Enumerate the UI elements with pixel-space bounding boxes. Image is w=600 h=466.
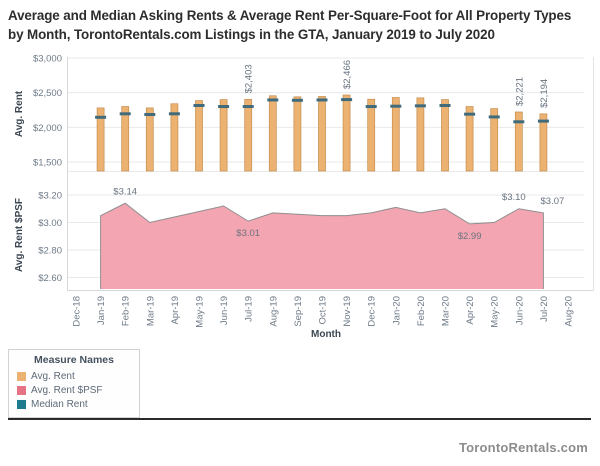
- x-axis-month-label: Dec-19: [367, 296, 378, 327]
- legend-item-avg-rent-psf[interactable]: Avg. Rent $PSF: [9, 383, 139, 397]
- legend-title: Measure Names: [34, 354, 114, 366]
- rent-axis-tick-label: $2,000: [33, 123, 62, 134]
- legend-items: Avg. Rent Avg. Rent $PSF Median Rent: [9, 369, 139, 411]
- avg-rent-bar: [219, 99, 228, 172]
- rent-axis-title: Avg. Rent: [14, 90, 25, 137]
- median-rent-tick: [119, 112, 131, 116]
- median-rent-swatch-icon: [17, 399, 26, 409]
- median-rent-tick: [365, 105, 377, 109]
- footer-brand: TorontoRentals.com: [458, 440, 588, 455]
- median-rent-tick: [242, 105, 254, 109]
- median-rent-tick: [316, 98, 328, 102]
- chart-title: Average and Median Asking Rents & Averag…: [8, 8, 572, 43]
- avg-rent-bar: [490, 108, 499, 172]
- avg-rent-bar: [441, 99, 449, 172]
- median-rent-tick: [291, 98, 303, 102]
- psf-axis-tick-label: $3.00: [38, 218, 62, 229]
- x-axis-month-label: May-19: [195, 296, 206, 328]
- legend-item-median-rent[interactable]: Median Rent: [9, 397, 139, 411]
- x-axis-month-label: Jul-20: [539, 296, 550, 322]
- x-axis-month-label: Apr-20: [465, 296, 476, 325]
- avg-rent-bar: [318, 96, 326, 172]
- avg-rent-bar: [416, 97, 425, 172]
- avg-rent-bar: [342, 94, 351, 172]
- avg-rent-psf-swatch-icon: [17, 385, 26, 395]
- x-axis-month-label: Feb-19: [121, 296, 132, 326]
- avg-rent-bar: [539, 113, 548, 172]
- avg-rent-swatch-icon: [17, 371, 26, 381]
- rent-annotation: $2,466: [342, 60, 353, 89]
- psf-annotation: $3.01: [236, 228, 260, 239]
- avg-rent-bar: [195, 100, 203, 172]
- avg-rent-bar: [514, 111, 523, 172]
- legend-item-label: Median Rent: [31, 398, 88, 410]
- median-rent-tick: [414, 104, 426, 108]
- rent-axis-tick-label: $2,500: [33, 88, 62, 99]
- psf-annotation: $3.07: [541, 196, 565, 207]
- rent-annotation: $2,221: [514, 77, 525, 106]
- legend-item-label: Avg. Rent: [31, 370, 75, 382]
- psf-area-outline: [100, 202, 544, 289]
- x-axis-month-label: Aug-19: [268, 296, 279, 327]
- median-rent-tick: [537, 119, 549, 123]
- psf-area-series: [100, 203, 544, 289]
- median-rent-tick: [488, 115, 500, 119]
- median-rent-tick: [513, 120, 525, 124]
- legend-item-label: Avg. Rent $PSF: [31, 384, 103, 396]
- psf-annotation: $3.14: [113, 186, 137, 197]
- combo-chart: $3,000 $2,500 $2,000 $1,500 $3.20 $3.00 $2.80 $…: [14, 54, 594, 340]
- psf-annotation: $2.99: [458, 231, 482, 242]
- median-rent-tick: [218, 105, 230, 109]
- psf-axis-title: Avg. Rent $PSF: [14, 198, 25, 272]
- avg-rent-bar: [121, 106, 130, 172]
- x-axis-month-label: Aug-20: [564, 296, 575, 327]
- x-axis-month-label: Oct-19: [318, 296, 329, 325]
- rent-axis-tick-label: $3,000: [33, 54, 62, 65]
- x-axis-month-label: Nov-19: [342, 296, 353, 327]
- x-axis-month-label: Jan-20: [391, 296, 402, 325]
- divider-line: [8, 418, 591, 420]
- legend: Measure Names Avg. Rent Avg. Rent $PSF Med…: [8, 349, 140, 418]
- x-axis-month-label: Jun-20: [514, 296, 525, 325]
- x-axis-month-label: Mar-19: [145, 296, 156, 326]
- median-rent-tick: [464, 112, 476, 116]
- rent-axis-tick-label: $1,500: [33, 158, 62, 169]
- avg-rent-bar: [391, 97, 400, 172]
- x-axis-title: Month: [311, 329, 341, 340]
- x-axis-month-label: Jul-19: [244, 296, 255, 322]
- median-rent-tick: [267, 98, 279, 102]
- median-rent-tick: [439, 103, 451, 107]
- x-axis-month-label: Jun-19: [219, 296, 230, 325]
- x-axis-month-label: Sep-19: [293, 296, 304, 327]
- median-rent-tick: [95, 115, 107, 119]
- x-axis-month-label: Jan-19: [96, 296, 107, 325]
- avg-rent-bar: [170, 103, 179, 172]
- avg-rent-bar: [145, 107, 154, 172]
- rent-annotation: $2,194: [539, 79, 550, 108]
- avg-rent-bar: [96, 107, 105, 172]
- rent-annotation: $2,403: [244, 64, 255, 93]
- avg-rent-bar: [268, 95, 277, 172]
- x-axis-month-label: May-20: [490, 296, 501, 328]
- median-rent-tick: [390, 104, 402, 108]
- psf-axis-tick-label: $2.80: [38, 246, 62, 257]
- avg-rent-bar: [465, 106, 474, 172]
- avg-rent-bar: [293, 96, 302, 172]
- x-axis-month-label: Dec-18: [72, 296, 83, 327]
- x-axis-month-label: Feb-20: [416, 296, 427, 326]
- median-rent-tick: [341, 98, 353, 102]
- median-rent-tick: [168, 112, 180, 116]
- psf-axis-tick-label: $2.60: [38, 273, 62, 284]
- x-axis-month-label: Mar-20: [441, 296, 452, 326]
- avg-rent-bar: [244, 99, 253, 172]
- median-rent-tick: [193, 103, 205, 107]
- x-axis-month-label: Apr-19: [170, 296, 181, 325]
- legend-item-avg-rent[interactable]: Avg. Rent: [9, 369, 139, 383]
- median-rent-tick: [144, 113, 156, 117]
- psf-annotation: $3.10: [502, 192, 526, 203]
- avg-rent-bar: [367, 98, 376, 172]
- psf-axis-tick-label: $3.20: [38, 191, 62, 202]
